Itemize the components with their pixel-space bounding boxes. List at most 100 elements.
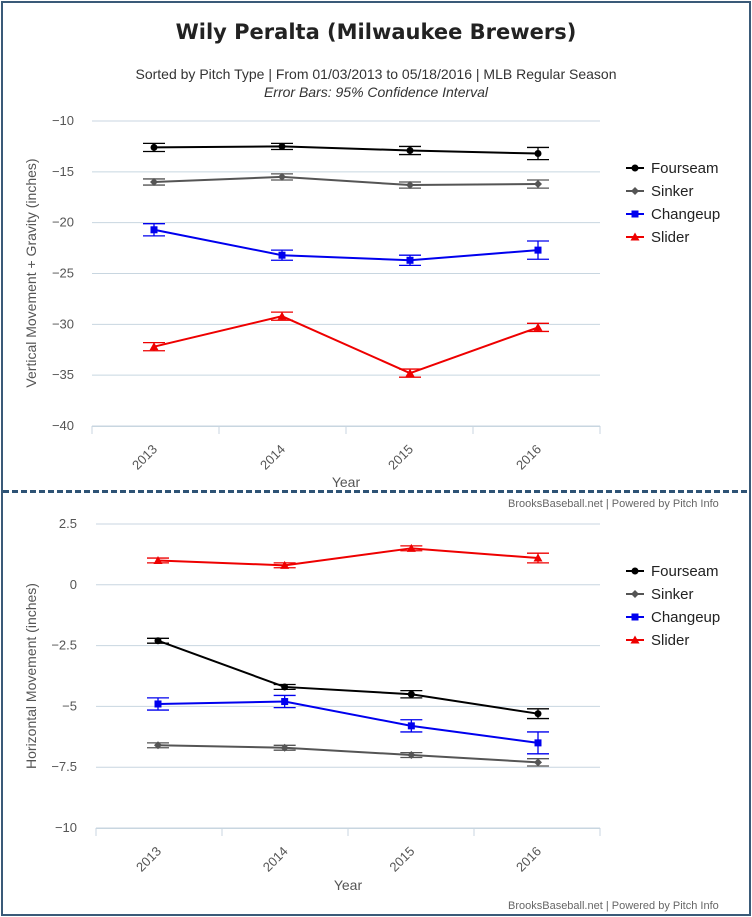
series-line-slider: [153, 315, 539, 375]
data-point-changeup: [407, 722, 415, 730]
chart-top-group: −10 −15 −20 −25 −30 −35 −40 2013 2014 2015 2016 Yea…: [23, 113, 720, 490]
y-tick-label: −35: [52, 367, 74, 382]
series-fourseam: [147, 637, 549, 720]
legend-label-sinker: Sinker: [651, 183, 694, 200]
x-tick-label: 2016: [513, 442, 544, 473]
chart-separator: [3, 490, 747, 493]
y-tick-label: −15: [52, 164, 74, 179]
data-point-sinker: [534, 758, 542, 767]
x-tick-label: 2014: [260, 844, 291, 875]
legend-marker-changeup: [631, 210, 639, 218]
legend-label-slider: Slider: [651, 229, 689, 246]
y-tick-label: −10: [52, 113, 74, 128]
data-point-slider: [405, 368, 415, 377]
data-point-fourseam: [281, 683, 289, 691]
y-tick-label: −40: [52, 418, 74, 433]
chart-bottom-group: 2.5 0 −2.5 −5 −7.5 −10 2013 2014 2015 2016 Year Hor…: [23, 516, 720, 893]
y-tick-label: −20: [52, 215, 74, 230]
x-tick-label: 2016: [513, 844, 544, 875]
legend-marker-slider: [630, 232, 640, 241]
data-point-fourseam: [407, 690, 415, 698]
legend-label-changeup: Changeup: [651, 609, 720, 626]
series-changeup: [143, 223, 549, 267]
y-tick-label: −7.5: [51, 759, 77, 774]
x-tick-label: 2015: [385, 442, 416, 473]
data-point-changeup: [406, 256, 414, 264]
series-sinker: [147, 741, 549, 767]
y-tick-label: −30: [52, 316, 74, 331]
credit-text-top: BrooksBaseball.net | Powered by Pitch In…: [508, 498, 719, 510]
series-slider: [147, 543, 549, 569]
legend-bottom: Fourseam Sinker Changeup Slider: [626, 563, 720, 649]
data-point-fourseam: [278, 142, 286, 150]
data-point-fourseam: [534, 150, 542, 158]
data-point-sinker: [534, 180, 542, 189]
x-tick-label: 2013: [129, 442, 160, 473]
series-line-slider: [157, 547, 539, 567]
legend-top: Fourseam Sinker Changeup Slider: [626, 160, 720, 246]
legend-label-changeup: Changeup: [651, 206, 720, 223]
credit-text-bottom: BrooksBaseball.net | Powered by Pitch In…: [508, 900, 719, 912]
y-axis-label: Horizontal Movement (inches): [23, 583, 39, 769]
series-line-fourseam: [157, 639, 539, 715]
y-tick-label: −2.5: [51, 638, 77, 653]
x-axis-label: Year: [334, 877, 363, 893]
x-tick-label: 2015: [386, 844, 417, 875]
y-axis-label: Vertical Movement + Gravity (inches): [23, 158, 39, 387]
data-point-slider: [280, 560, 290, 569]
data-point-sinker: [280, 743, 289, 752]
data-point-changeup: [534, 739, 542, 747]
data-point-sinker: [278, 172, 286, 181]
data-point-slider: [153, 555, 163, 564]
data-point-changeup: [281, 698, 289, 706]
legend-marker-sinker: [631, 187, 639, 195]
chart-subtitle: Sorted by Pitch Type | From 01/03/2013 t…: [135, 66, 617, 82]
data-point-slider: [533, 553, 543, 562]
legend-marker-sinker: [631, 590, 639, 598]
y-tick-label: −5: [62, 698, 77, 713]
data-point-sinker: [407, 751, 416, 760]
chart-title: Wily Peralta (Milwaukee Brewers): [175, 20, 577, 44]
x-tick-label: 2013: [133, 844, 164, 875]
data-point-changeup: [534, 246, 542, 254]
series-line-changeup: [153, 228, 539, 262]
legend-label-fourseam: Fourseam: [651, 160, 719, 177]
x-axis-label: Year: [332, 474, 361, 490]
series-line-sinker: [153, 175, 539, 187]
x-tick-label: 2014: [257, 442, 288, 473]
y-tick-label: 0: [70, 577, 77, 592]
y-tick-label: 2.5: [59, 516, 77, 531]
legend-label-fourseam: Fourseam: [651, 563, 719, 580]
data-point-changeup: [154, 700, 162, 708]
legend-marker-fourseam: [631, 567, 639, 575]
data-point-slider: [149, 342, 159, 351]
series-fourseam: [143, 142, 549, 161]
data-point-slider: [277, 311, 287, 320]
data-point-slider: [533, 322, 543, 331]
data-point-fourseam: [150, 143, 158, 151]
data-point-fourseam: [406, 146, 414, 154]
legend-label-sinker: Sinker: [651, 586, 694, 603]
series-changeup: [147, 694, 549, 755]
series-line-sinker: [157, 744, 539, 764]
data-point-fourseam: [154, 637, 162, 645]
series-sinker: [143, 172, 549, 190]
series-slider: [143, 311, 549, 378]
legend-marker-slider: [630, 635, 640, 644]
series-line-changeup: [157, 700, 539, 744]
legend-marker-changeup: [631, 613, 639, 621]
y-tick-label: −25: [52, 266, 74, 281]
y-tick-label: −10: [55, 820, 77, 835]
data-point-changeup: [150, 226, 158, 234]
error-bars-note: Error Bars: 95% Confidence Interval: [263, 84, 489, 100]
legend-marker-fourseam: [631, 164, 639, 172]
legend-label-slider: Slider: [651, 632, 689, 649]
data-point-slider: [406, 543, 416, 552]
data-point-changeup: [278, 251, 286, 259]
data-point-sinker: [406, 181, 414, 190]
data-point-sinker: [154, 741, 162, 750]
data-point-fourseam: [534, 710, 542, 718]
series-line-fourseam: [153, 145, 539, 155]
